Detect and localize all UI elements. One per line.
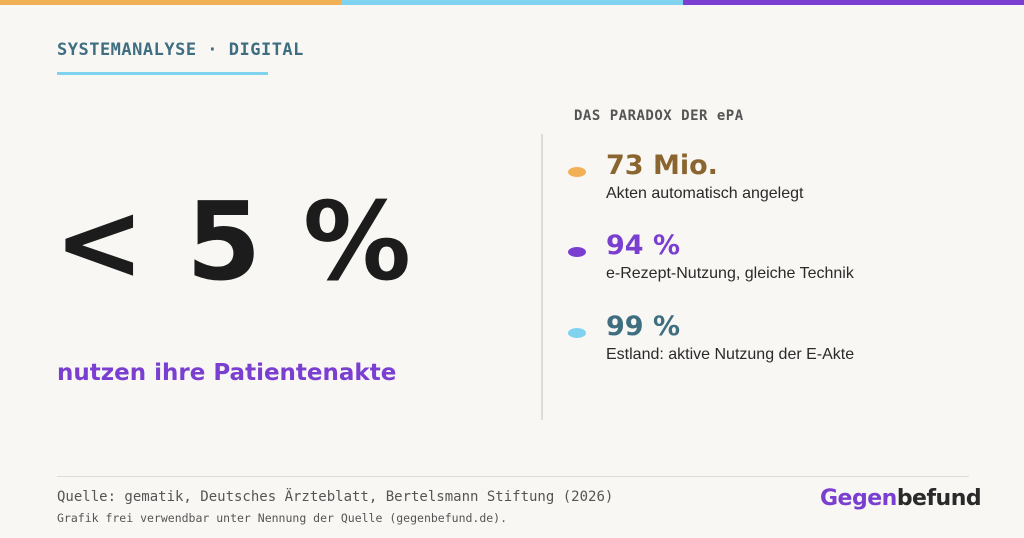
purple-dot-icon: [568, 247, 586, 257]
orange-dot-icon: [568, 167, 586, 177]
vertical-divider: [541, 134, 543, 420]
cyan-dot-icon: [568, 328, 586, 338]
stat-item-value: 99 %: [606, 311, 681, 342]
source-text: Quelle: gematik, Deutsches Ärzteblatt, B…: [57, 489, 614, 505]
logo-part-befund: befund: [896, 486, 982, 511]
stat-item-label: Estland: aktive Nutzung der E-Akte: [606, 346, 855, 363]
footer-divider: [57, 476, 969, 477]
top-bar-orange: [0, 0, 342, 5]
hero-stat-caption: nutzen ihre Patientenakte: [57, 360, 397, 386]
kicker-underline: [57, 72, 268, 75]
top-bar-purple: [682, 0, 1024, 5]
section-kicker: SYSTEMANALYSE · DIGITAL: [57, 40, 304, 60]
stat-item-label: e-Rezept-Nutzung, gleiche Technik: [606, 265, 854, 282]
top-color-bar: [0, 0, 1024, 5]
panel-title: DAS PARADOX DER ePA: [574, 108, 744, 124]
brand-logo: Gegenbefund: [820, 486, 982, 511]
stat-item-value: 73 Mio.: [606, 150, 718, 181]
logo-part-gegen: Gegen: [820, 486, 897, 511]
stat-item-label: Akten automatisch angelegt: [606, 185, 804, 202]
license-text: Grafik frei verwendbar unter Nennung der…: [57, 511, 508, 525]
stat-item-value: 94 %: [606, 230, 681, 261]
top-bar-cyan: [341, 0, 683, 5]
hero-stat-value: < 5 %: [54, 180, 414, 305]
